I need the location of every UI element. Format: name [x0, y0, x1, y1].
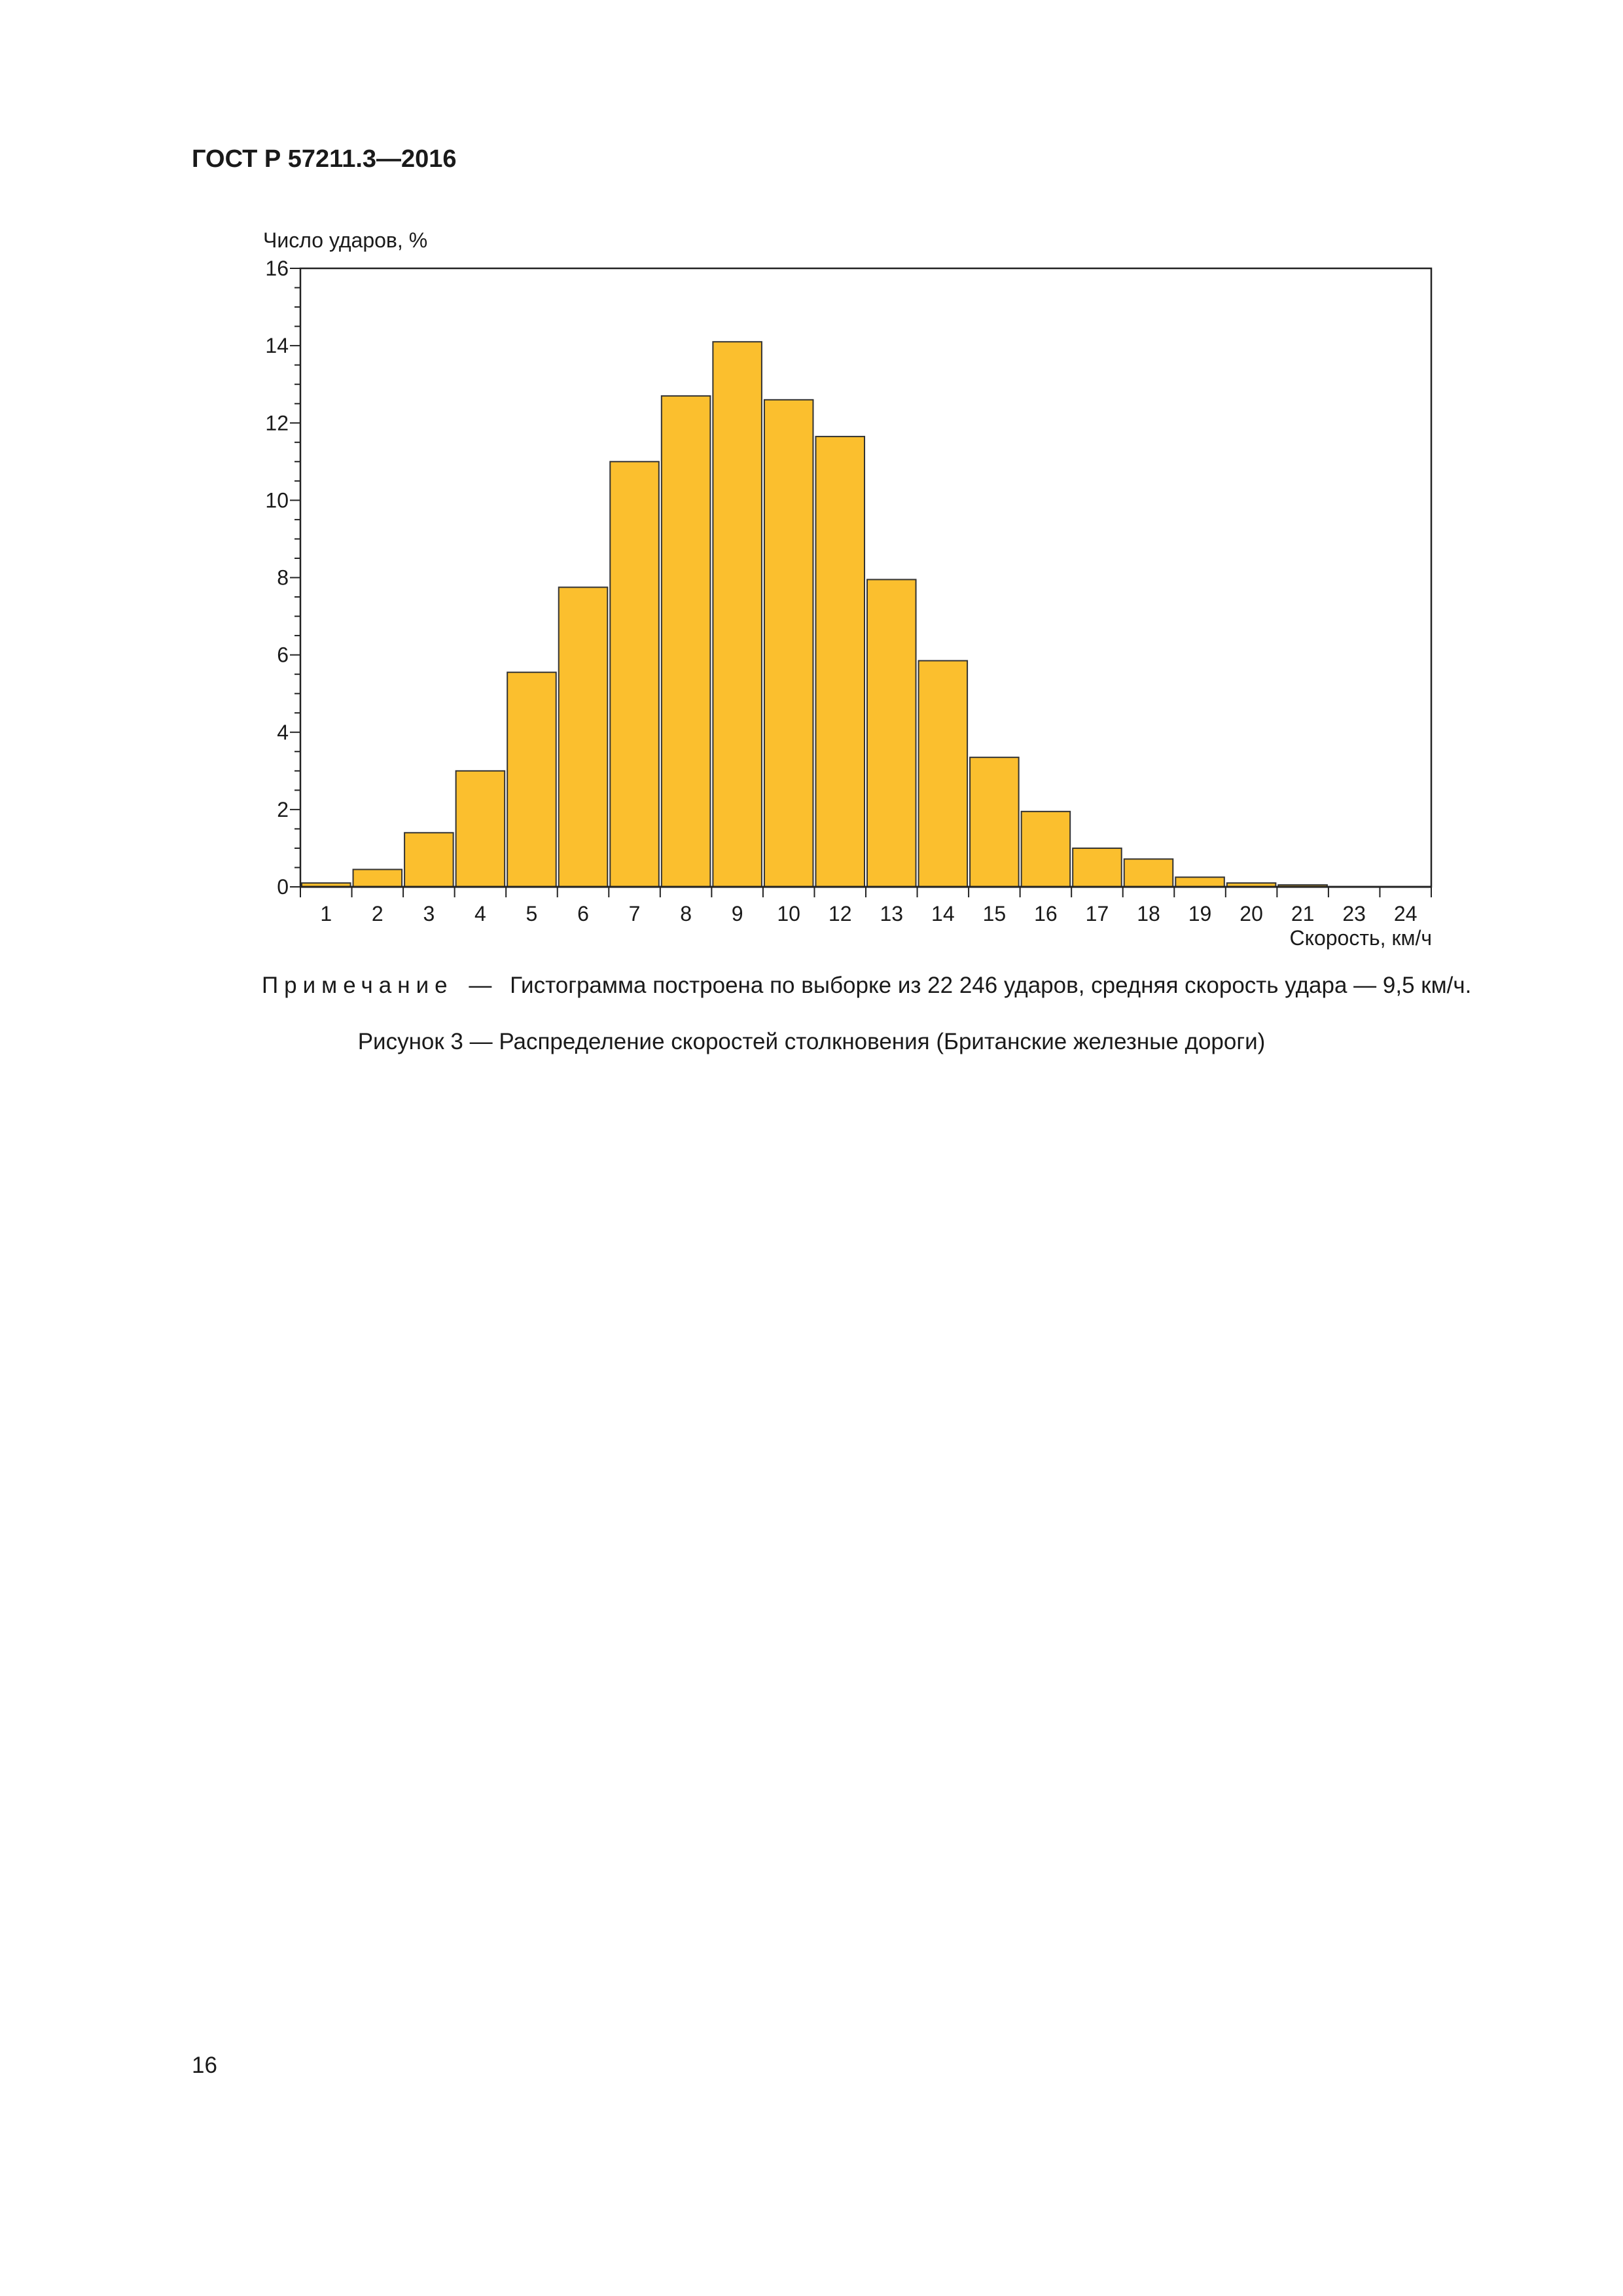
x-tick-label: 1	[320, 902, 332, 925]
x-tick-label: 12	[829, 902, 852, 925]
y-tick-label: 8	[277, 566, 289, 590]
y-tick-label: 0	[277, 875, 289, 899]
x-tick-label: 5	[526, 902, 538, 925]
x-tick-label: 10	[777, 902, 800, 925]
bar-18	[1123, 858, 1174, 888]
note-label: Примечание	[262, 973, 454, 998]
x-tick-label: 13	[880, 902, 903, 925]
bar-7	[609, 461, 660, 888]
x-tick-label: 9	[732, 902, 743, 925]
x-tick-label: 18	[1137, 902, 1160, 925]
y-tick-label: 2	[277, 798, 289, 821]
x-tick-label: 4	[474, 902, 486, 925]
y-tick-label: 14	[265, 334, 289, 357]
bar-13	[866, 579, 917, 888]
x-tick-label: 15	[983, 902, 1007, 925]
bar-10	[763, 399, 814, 888]
document-header: ГОСТ Р 57211.3—2016	[192, 145, 457, 173]
y-tick-label: 6	[277, 643, 289, 667]
bar-4	[455, 770, 506, 888]
bar-14	[918, 660, 969, 888]
page-number: 16	[192, 2053, 217, 2078]
figure-caption: Рисунок 3 — Распределение скоростей стол…	[357, 1029, 1266, 1054]
bar-17	[1072, 847, 1122, 888]
x-axis-label: Скорость, км/ч	[1289, 926, 1432, 950]
x-tick-label: 20	[1240, 902, 1263, 925]
bar-5	[507, 672, 557, 888]
bar-8	[660, 395, 711, 888]
bar-9	[712, 341, 762, 888]
bar-16	[1020, 810, 1071, 888]
x-tick-label: 7	[629, 902, 641, 925]
note-dash: —	[469, 973, 492, 998]
bar-6	[558, 586, 609, 888]
chart-note: Примечание — Гистограмма построена по вы…	[262, 973, 1471, 999]
bars-group	[301, 341, 1328, 888]
bar-12	[815, 435, 866, 888]
y-axis-label: Число ударов, %	[263, 228, 427, 252]
bar-2	[352, 869, 403, 888]
x-tick-label: 6	[577, 902, 589, 925]
x-tick-label: 23	[1342, 902, 1366, 925]
bar-15	[969, 757, 1020, 888]
x-tick-label: 17	[1086, 902, 1109, 925]
x-tick-label: 2	[372, 902, 383, 925]
y-tick-label: 16	[265, 257, 289, 280]
bar-3	[404, 832, 454, 888]
x-tick-label: 21	[1291, 902, 1315, 925]
y-tick-label: 4	[277, 721, 289, 744]
x-tick-label: 19	[1188, 902, 1212, 925]
y-tick-label: 10	[265, 488, 289, 512]
x-tick-label: 24	[1394, 902, 1418, 925]
x-tick-label: 3	[423, 902, 435, 925]
note-text: Гистограмма построена по выборке из 22 2…	[510, 973, 1472, 998]
x-tick-label: 8	[680, 902, 692, 925]
x-tick-label: 14	[931, 902, 955, 925]
x-tick-label: 16	[1034, 902, 1058, 925]
y-tick-label: 12	[265, 411, 289, 435]
bar-19	[1175, 876, 1225, 888]
